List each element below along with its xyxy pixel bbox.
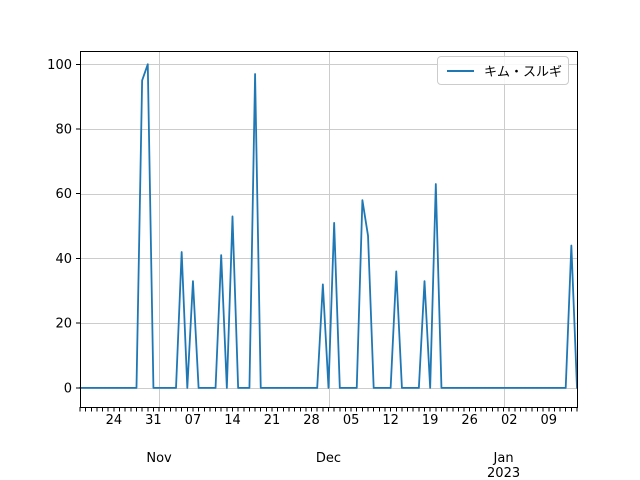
x-month-label: Nov — [146, 451, 172, 466]
x-week-label: 05 — [343, 413, 360, 428]
x-week-label: 02 — [501, 413, 518, 428]
legend: キム・スルギ — [437, 56, 569, 85]
y-tick-label: 100 — [47, 58, 72, 73]
x-week-label: 21 — [264, 413, 281, 428]
x-week-label: 12 — [382, 413, 399, 428]
legend-line-swatch-icon — [447, 69, 474, 72]
y-tick-label: 80 — [55, 122, 72, 137]
y-tick-label: 20 — [55, 317, 72, 332]
x-week-label: 07 — [185, 413, 202, 428]
y-tick-label: 60 — [55, 187, 72, 202]
series-line — [79, 63, 578, 389]
x-week-tick-labels: 24 31 07 14 21 28 05 12 19 26 02 09 — [106, 413, 557, 428]
x-week-label: 09 — [540, 413, 557, 428]
x-month-label: Dec — [316, 451, 341, 466]
data-line — [79, 63, 578, 389]
x-week-label: 14 — [224, 413, 241, 428]
x-year-label: 2023 — [487, 466, 520, 480]
y-tick-label: 0 — [64, 381, 72, 396]
legend-series-label: キム・スルギ — [484, 65, 563, 80]
x-week-label: 26 — [461, 413, 478, 428]
x-week-label: 28 — [303, 413, 320, 428]
gridlines — [80, 51, 577, 407]
y-tick-labels: 0 20 40 60 80 100 — [47, 58, 72, 397]
axes-spines — [80, 51, 578, 408]
plot-border — [80, 51, 578, 408]
x-week-label: 19 — [422, 413, 439, 428]
x-week-label: 31 — [145, 413, 162, 428]
x-month-label: Jan — [493, 451, 514, 466]
x-week-label: 24 — [106, 413, 123, 428]
y-tick-label: 40 — [55, 252, 72, 267]
